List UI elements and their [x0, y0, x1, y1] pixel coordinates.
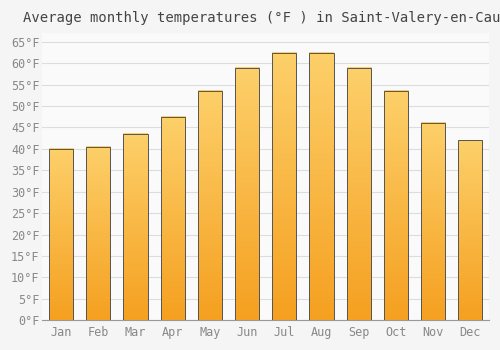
- Title: Average monthly temperatures (°F ) in Saint-Valery-en-Caux: Average monthly temperatures (°F ) in Sa…: [23, 11, 500, 25]
- Bar: [346, 68, 371, 320]
- Bar: [198, 91, 222, 320]
- Bar: [49, 149, 73, 320]
- Bar: [421, 123, 445, 320]
- Bar: [86, 147, 110, 320]
- Bar: [124, 134, 148, 320]
- Bar: [384, 91, 408, 320]
- Bar: [458, 140, 482, 320]
- Bar: [310, 52, 334, 320]
- Bar: [235, 68, 259, 320]
- Bar: [160, 117, 184, 320]
- Bar: [272, 52, 296, 320]
